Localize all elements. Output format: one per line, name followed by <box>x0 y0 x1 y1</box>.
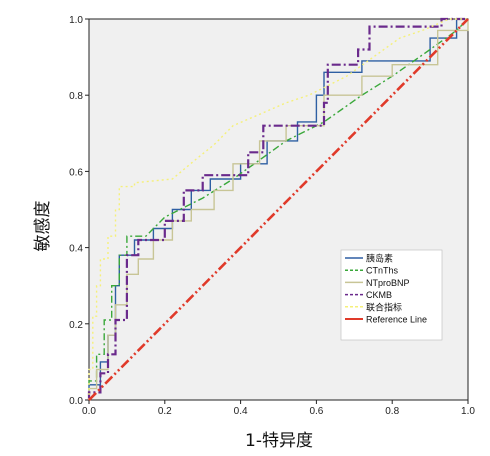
x-tick-label: 0.0 <box>82 406 96 417</box>
y-tick-label: 0.4 <box>69 244 83 255</box>
y-tick-label: 0.2 <box>69 320 83 331</box>
x-tick-label: 0.8 <box>385 406 399 417</box>
roc-curves <box>87 17 469 401</box>
legend-label: NTproBNP <box>366 278 410 288</box>
x-axis-ticks: 0.0 0.2 0.4 0.6 0.8 1.0 <box>82 400 475 417</box>
legend-label: 胰岛素 <box>366 253 393 264</box>
y-tick-label: 1.0 <box>69 15 83 26</box>
series-line <box>88 18 469 400</box>
y-tick-label: 0.0 <box>69 396 83 407</box>
y-axis-label: 敏感度 <box>33 201 53 252</box>
legend-label: CKMB <box>366 290 392 300</box>
legend-label: CTnThs <box>366 266 399 276</box>
x-tick-label: 0.6 <box>309 406 323 417</box>
legend-label: 联合指标 <box>366 301 402 312</box>
x-tick-label: 0.4 <box>234 406 248 417</box>
y-axis-ticks: 0.0 0.2 0.4 0.6 0.8 1.0 <box>69 15 89 407</box>
legend-label: Reference Line <box>366 315 427 325</box>
series-line <box>88 19 469 400</box>
y-tick-label: 0.6 <box>69 167 83 178</box>
x-tick-label: 0.2 <box>158 406 172 417</box>
series-line <box>87 17 468 400</box>
y-tick-label: 0.8 <box>69 91 83 102</box>
x-tick-label: 1.0 <box>461 406 475 417</box>
x-axis-label: 1-特异度 <box>245 431 313 451</box>
series-line <box>88 18 468 400</box>
